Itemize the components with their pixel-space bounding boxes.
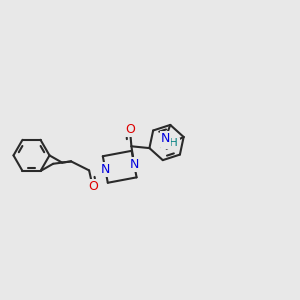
Text: N: N: [160, 132, 170, 145]
Text: O: O: [88, 180, 98, 193]
Text: O: O: [125, 123, 135, 136]
Text: NH: NH: [162, 138, 179, 148]
Text: N: N: [129, 158, 139, 171]
Text: N: N: [100, 163, 110, 176]
